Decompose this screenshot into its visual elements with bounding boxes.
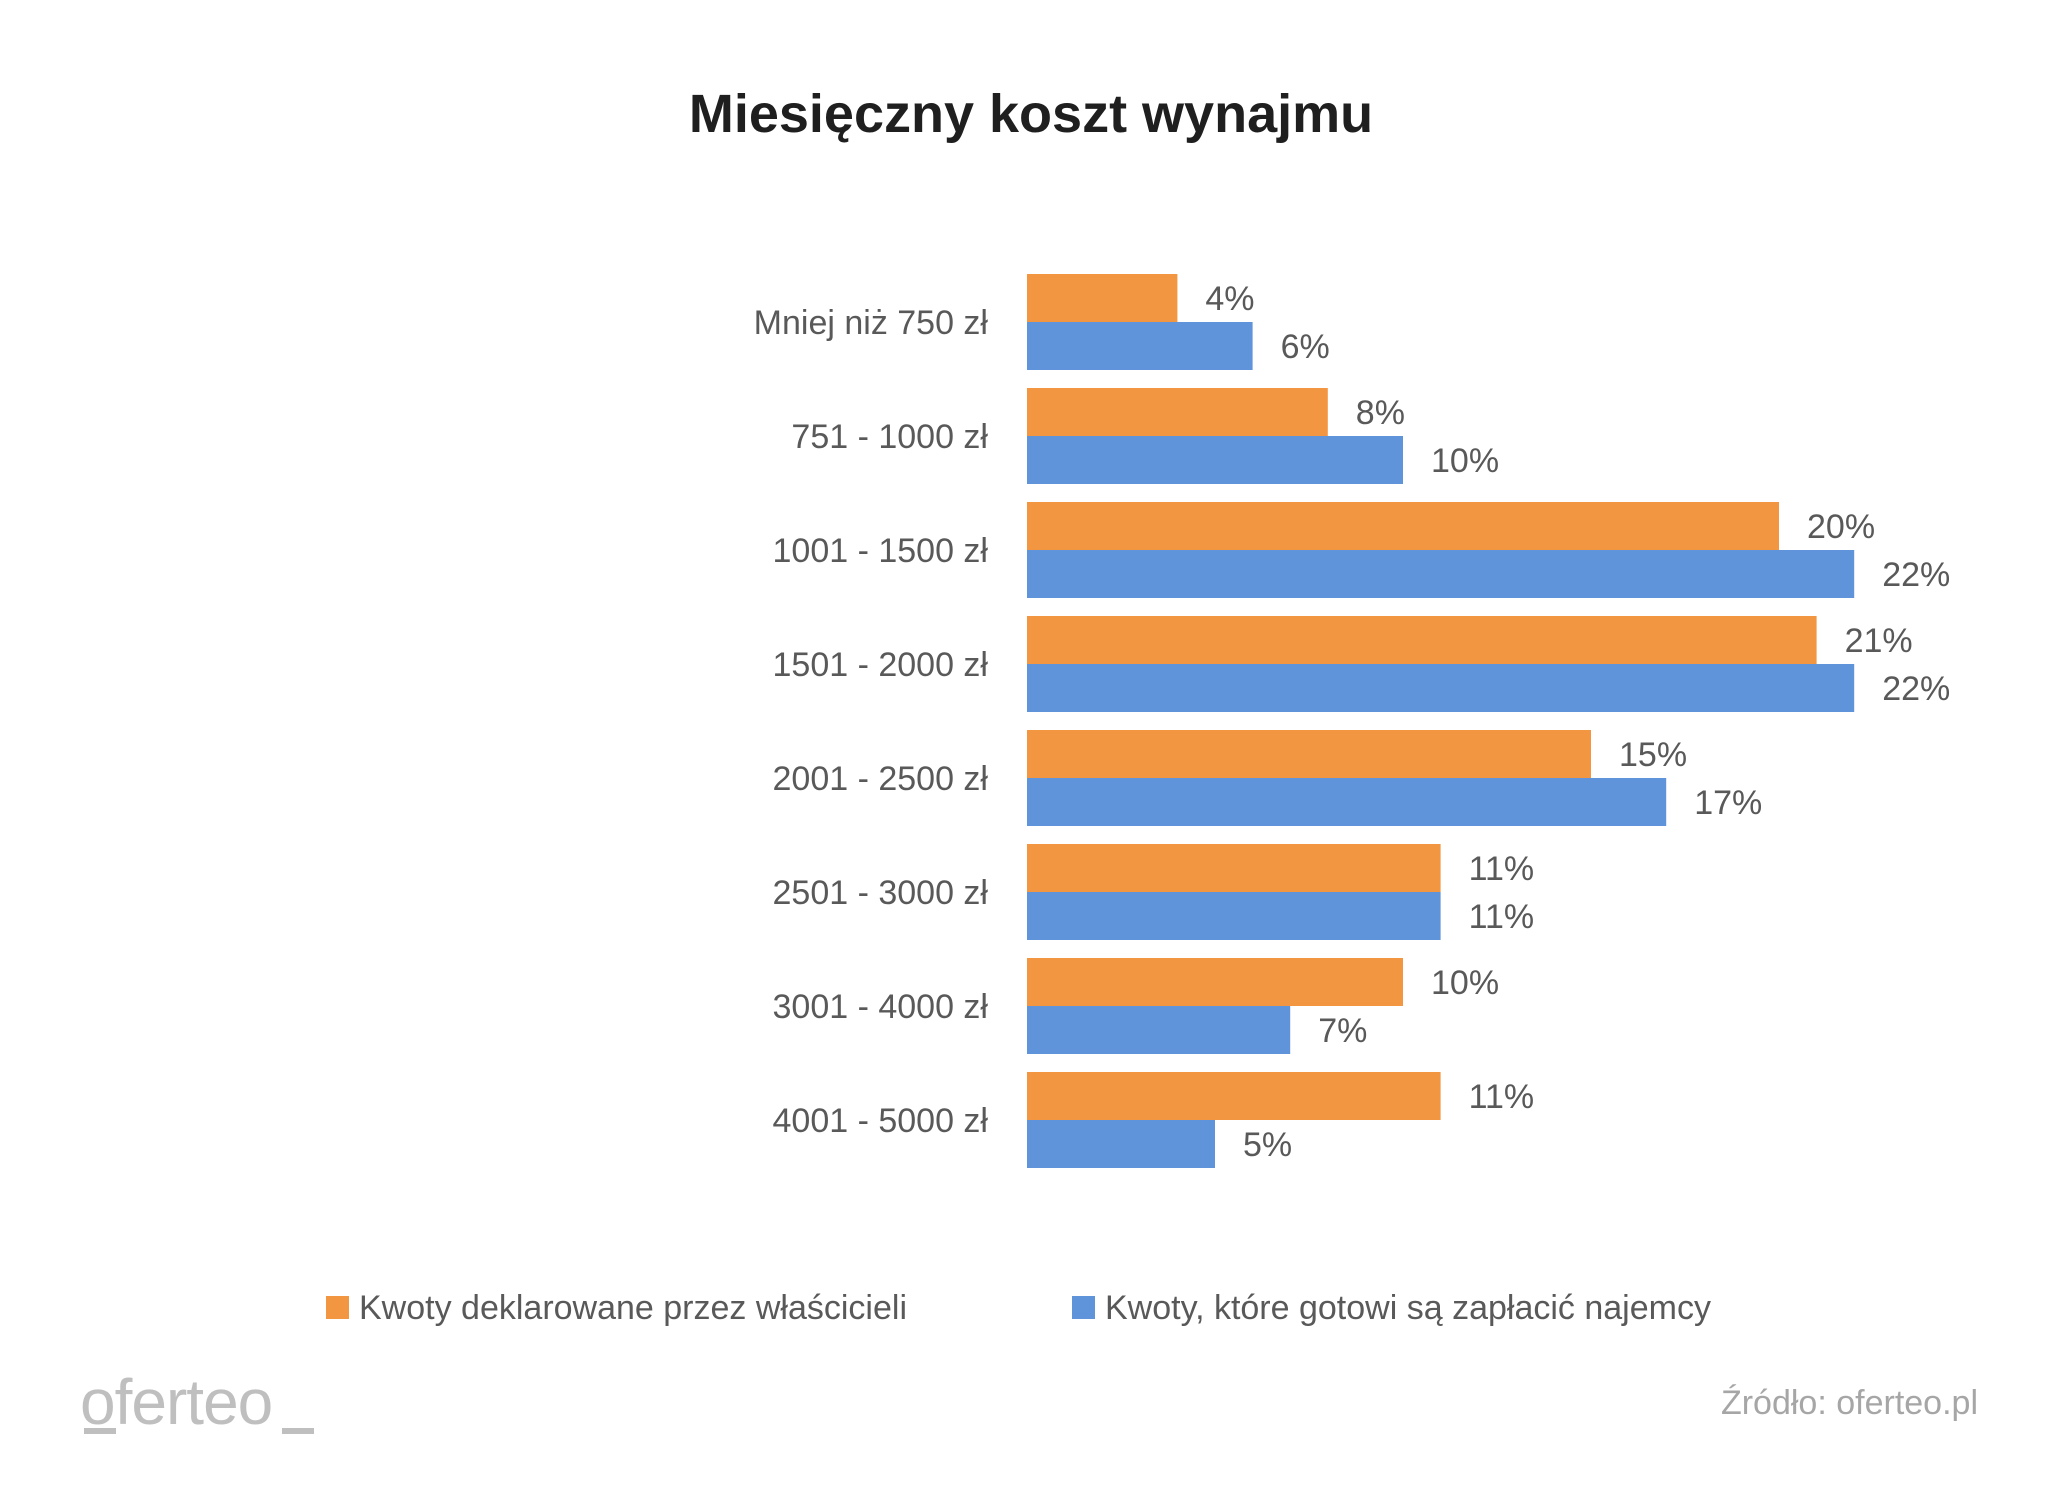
bar-tenants (1027, 322, 1253, 370)
legend-swatch (326, 1296, 349, 1319)
data-label: 11% (1469, 850, 1535, 888)
category-label: 1501 - 2000 zł (773, 646, 989, 684)
category-label: 2501 - 3000 zł (773, 874, 989, 912)
logo-underline-right (282, 1428, 314, 1434)
data-label: 11% (1469, 1078, 1535, 1116)
data-label: 5% (1243, 1126, 1292, 1164)
data-label: 7% (1318, 1012, 1367, 1050)
data-label: 15% (1619, 736, 1687, 774)
legend-swatch (1072, 1296, 1095, 1319)
category-label: 3001 - 4000 zł (773, 988, 989, 1026)
bar-tenants (1027, 550, 1855, 598)
data-label: 11% (1469, 898, 1535, 936)
category-label: 1001 - 1500 zł (773, 532, 989, 570)
data-label: 10% (1431, 964, 1499, 1002)
bar-owners (1027, 388, 1328, 436)
data-label: 17% (1694, 784, 1762, 822)
data-label: 4% (1205, 280, 1254, 318)
category-label: Mniej niż 750 zł (754, 304, 989, 342)
logo-underline-left (84, 1428, 116, 1434)
bar-tenants (1027, 664, 1855, 712)
bar-owners (1027, 616, 1817, 664)
bar-tenants (1027, 778, 1667, 826)
bar-tenants (1027, 892, 1441, 940)
bar-owners (1027, 958, 1403, 1006)
data-label: 10% (1431, 442, 1499, 480)
bar-tenants (1027, 436, 1403, 484)
bar-owners (1027, 730, 1591, 778)
bar-owners (1027, 274, 1178, 322)
data-label: 6% (1281, 328, 1330, 366)
bar-owners (1027, 1072, 1441, 1120)
chart-title: Miesięczny koszt wynajmu (689, 84, 1373, 144)
bar-tenants (1027, 1006, 1291, 1054)
source-note: Źródło: oferteo.pl (1721, 1384, 1978, 1422)
bar-owners (1027, 844, 1441, 892)
data-label: 21% (1845, 622, 1913, 660)
data-label: 20% (1807, 508, 1875, 546)
bar-owners (1027, 502, 1779, 550)
legend-label: Kwoty deklarowane przez właścicieli (359, 1289, 907, 1327)
category-label: 4001 - 5000 zł (773, 1102, 989, 1140)
oferteo-logo: oferteo (80, 1366, 272, 1438)
bar-tenants (1027, 1120, 1215, 1168)
data-label: 8% (1356, 394, 1405, 432)
data-label: 22% (1882, 670, 1950, 708)
data-label: 22% (1882, 556, 1950, 594)
legend-label: Kwoty, które gotowi są zapłacić najemcy (1105, 1289, 1711, 1327)
category-label: 2001 - 2500 zł (773, 760, 989, 798)
category-label: 751 - 1000 zł (791, 418, 988, 456)
